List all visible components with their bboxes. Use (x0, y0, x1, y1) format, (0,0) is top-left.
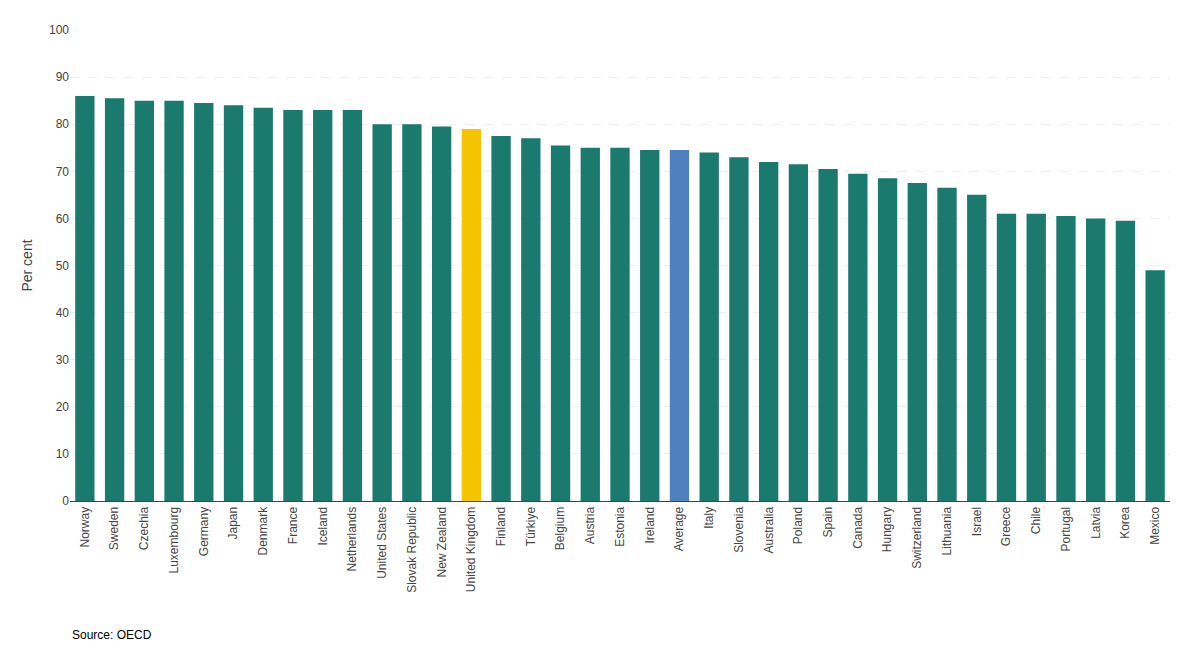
svg-text:Türkiye: Türkiye (524, 506, 538, 546)
svg-text:Per cent: Per cent (19, 239, 35, 291)
svg-text:Slovak Republic: Slovak Republic (405, 507, 419, 593)
svg-text:Switzerland: Switzerland (910, 507, 924, 569)
svg-text:United States: United States (375, 507, 389, 579)
svg-text:40: 40 (56, 306, 70, 320)
svg-text:Norway: Norway (78, 507, 92, 548)
svg-text:20: 20 (56, 400, 70, 414)
svg-text:Austria: Austria (583, 506, 597, 544)
svg-text:Denmark: Denmark (256, 506, 270, 556)
svg-text:Israel: Israel (970, 507, 984, 536)
svg-text:Japan: Japan (226, 507, 240, 540)
svg-text:France: France (286, 506, 300, 544)
svg-text:Latvia: Latvia (1089, 506, 1103, 538)
svg-text:Finland: Finland (494, 507, 508, 546)
svg-text:Chile: Chile (1029, 506, 1043, 534)
svg-text:Ireland: Ireland (643, 507, 657, 544)
svg-text:Czechia: Czechia (137, 506, 151, 550)
svg-text:Canada: Canada (851, 506, 865, 548)
svg-text:30: 30 (56, 353, 70, 367)
svg-text:Belgium: Belgium (553, 507, 567, 550)
svg-text:Slovenia: Slovenia (732, 506, 746, 552)
svg-text:0: 0 (62, 494, 69, 508)
svg-text:Korea: Korea (1118, 506, 1132, 538)
svg-text:Netherlands: Netherlands (345, 507, 359, 572)
svg-text:Australia: Australia (762, 506, 776, 553)
svg-text:Spain: Spain (821, 507, 835, 538)
svg-text:50: 50 (56, 259, 70, 273)
svg-text:10: 10 (56, 447, 70, 461)
svg-text:Luxembourg: Luxembourg (167, 507, 181, 574)
svg-text:New Zealand: New Zealand (435, 507, 449, 578)
svg-text:60: 60 (56, 212, 70, 226)
svg-text:Germany: Germany (197, 507, 211, 556)
svg-text:Estonia: Estonia (613, 506, 627, 546)
svg-text:Greece: Greece (999, 506, 1013, 546)
svg-text:Source: OECD: Source: OECD (72, 628, 152, 642)
svg-text:Mexico: Mexico (1148, 506, 1162, 544)
svg-text:Poland: Poland (791, 507, 805, 544)
svg-text:Average: Average (672, 506, 686, 551)
svg-text:Hungary: Hungary (880, 507, 894, 552)
svg-text:90: 90 (56, 70, 70, 84)
svg-text:Lithuania: Lithuania (940, 506, 954, 555)
svg-text:Italy: Italy (702, 507, 716, 529)
svg-text:80: 80 (56, 117, 70, 131)
svg-text:70: 70 (56, 165, 70, 179)
svg-text:100: 100 (49, 23, 69, 37)
svg-text:Portugal: Portugal (1059, 507, 1073, 552)
svg-text:United Kingdom: United Kingdom (464, 507, 478, 592)
svg-text:Iceland: Iceland (316, 507, 330, 546)
svg-text:Sweden: Sweden (107, 507, 121, 550)
